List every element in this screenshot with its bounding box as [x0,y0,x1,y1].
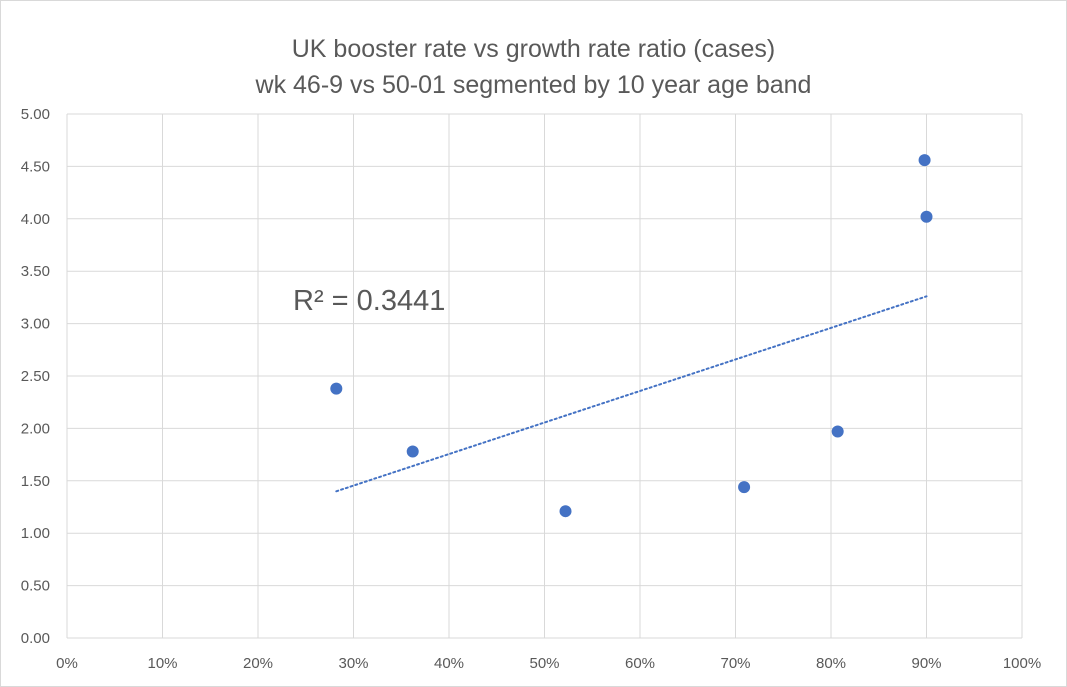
chart-title-line-1: UK booster rate vs growth rate ratio (ca… [291,35,776,63]
x-tick-label: 50% [529,655,559,672]
data-point [738,481,751,494]
data-point [831,425,844,438]
x-tick-label: 10% [147,655,177,672]
data-point [918,154,931,167]
x-tick-label: 0% [56,655,78,672]
x-tick-label: 30% [338,655,368,672]
data-point [406,445,419,458]
y-tick-label: 3.50 [21,263,50,280]
data-point [559,505,572,518]
y-tick-label: 1.00 [21,525,50,542]
x-tick-label: 20% [243,655,273,672]
y-tick-label: 2.50 [21,368,50,385]
y-tick-label: 5.00 [21,106,50,123]
x-tick-label: 60% [625,655,655,672]
r-squared-label: R² = 0.3441 [293,285,445,317]
y-tick-label: 4.50 [21,158,50,175]
y-tick-label: 0.00 [21,630,50,647]
y-tick-label: 1.50 [21,473,50,490]
chart-title-line-2: wk 46-9 vs 50-01 segmented by 10 year ag… [255,71,812,99]
trendline [335,295,928,493]
y-tick-label: 2.00 [21,420,50,437]
x-tick-label: 40% [434,655,464,672]
x-tick-label: 100% [1003,655,1041,672]
chart-title: UK booster rate vs growth rate ratio (ca… [1,31,1066,103]
data-point [920,210,933,223]
x-tick-label: 70% [720,655,750,672]
x-tick-label: 90% [911,655,941,672]
x-tick-label: 80% [816,655,846,672]
y-tick-label: 3.00 [21,316,50,333]
y-tick-label: 0.50 [21,578,50,595]
data-point [330,382,343,395]
y-tick-label: 4.00 [21,211,50,228]
